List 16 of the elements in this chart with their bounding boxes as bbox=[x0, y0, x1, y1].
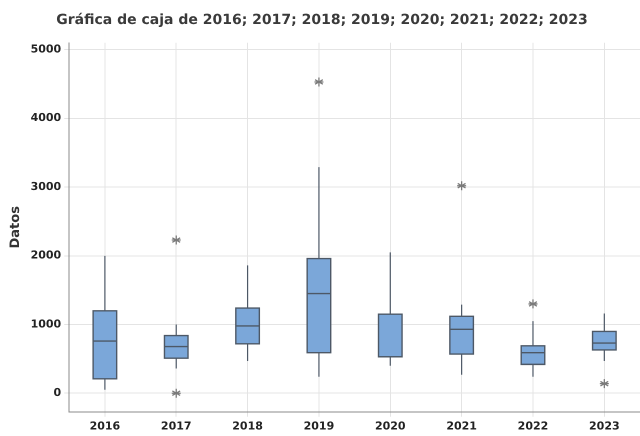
y-tick-label: 5000 bbox=[30, 42, 62, 56]
y-axis-title: Datos bbox=[8, 206, 24, 249]
y-tick-label: 3000 bbox=[30, 180, 62, 193]
x-tick-label: 2019 bbox=[304, 419, 334, 432]
y-tick-label: 4000 bbox=[30, 111, 62, 124]
x-tick-label: 2021 bbox=[446, 419, 477, 432]
y-tick-label: 1000 bbox=[30, 317, 62, 330]
x-tick-label: 2022 bbox=[518, 419, 548, 432]
x-tick-label: 2016 bbox=[90, 419, 121, 432]
y-tick-label: 2000 bbox=[30, 248, 62, 262]
x-tick-label: 2023 bbox=[589, 419, 620, 432]
x-tick-label: 2017 bbox=[160, 419, 192, 432]
chart-title: Gráfica de caja de 2016; 2017; 2018; 2019; 2020; 2021; 2022; 2023 bbox=[56, 12, 588, 28]
x-tick-label: 2020 bbox=[374, 419, 406, 432]
y-tick-label: 0 bbox=[54, 386, 62, 400]
x-tick-label: 2018 bbox=[232, 419, 263, 432]
